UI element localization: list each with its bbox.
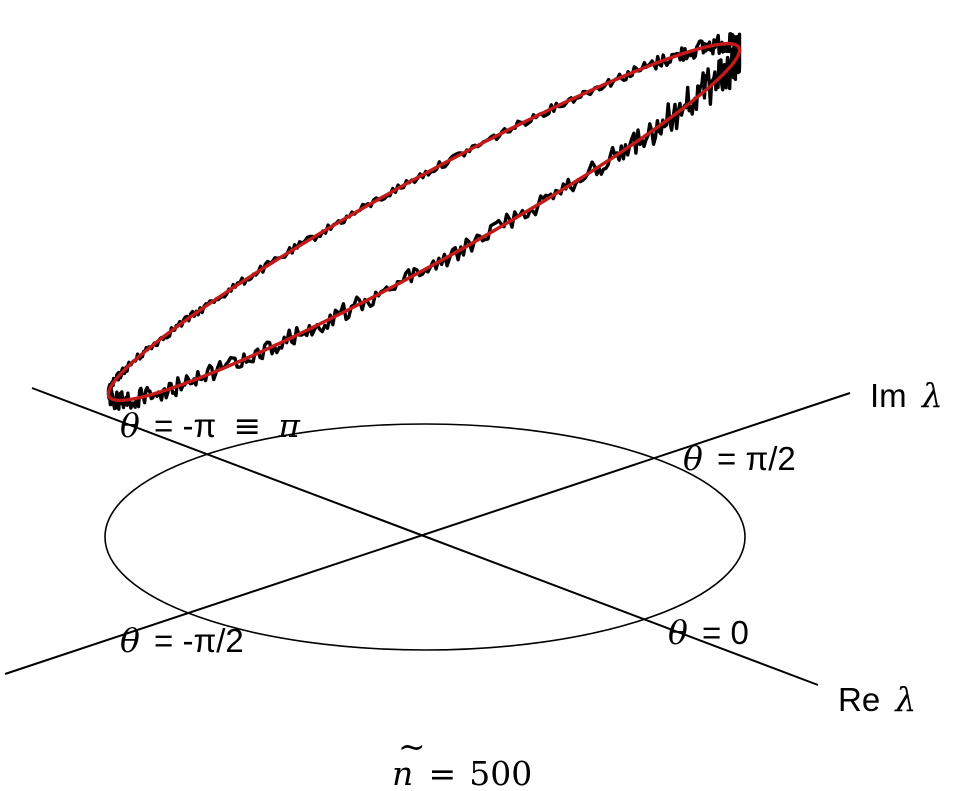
- angle-value-zero: = 0: [702, 614, 749, 651]
- angle-label-pi-half: θ = π/2: [683, 439, 796, 478]
- angle-value-pi-half: = π/2: [717, 440, 796, 477]
- real-axis-label: Re λ: [838, 680, 916, 719]
- smooth-spectrum-curve: [106, 41, 742, 403]
- real-axis-line: [31, 387, 819, 686]
- angle-theta-pi-half: θ: [683, 439, 703, 478]
- angle-equiv-symbol: ≡: [233, 406, 261, 445]
- angle-theta-minus-pi: θ: [120, 406, 140, 445]
- angle-value-minus-pi: = -π: [154, 407, 216, 444]
- caption-equals: =: [428, 754, 456, 791]
- imaginary-axis-line: [4, 392, 851, 675]
- angle-label-zero: θ = 0: [668, 613, 749, 652]
- caption-value: 500: [469, 754, 532, 791]
- angle-value-minus-pi-half: = -π/2: [154, 622, 244, 659]
- angle-theta-zero: θ: [668, 613, 688, 652]
- angle-label-minus-pi-half: θ = -π/2: [120, 621, 244, 660]
- svg-text:n = 500: n = 500: [392, 754, 532, 791]
- imaginary-axis-label: Im λ: [870, 376, 943, 415]
- imaginary-axis-lambda: λ: [920, 376, 943, 415]
- caption-n-symbol: n: [392, 754, 413, 791]
- caption-tilde: ~: [398, 727, 426, 766]
- angle-theta-minus-pi-half: θ: [120, 621, 140, 660]
- noisy-spectrum-trace: [106, 32, 742, 411]
- angle-label-minus-pi: θ = -π ≡ π: [120, 406, 301, 445]
- unit-circle-ellipse: [104, 423, 746, 651]
- real-axis-lambda: λ: [893, 680, 916, 719]
- real-axis-prefix: Re: [838, 681, 880, 718]
- imaginary-axis-prefix: Im: [870, 377, 907, 414]
- angle-pi-symbol: π: [277, 406, 301, 445]
- caption: ~ n = 500: [392, 727, 532, 791]
